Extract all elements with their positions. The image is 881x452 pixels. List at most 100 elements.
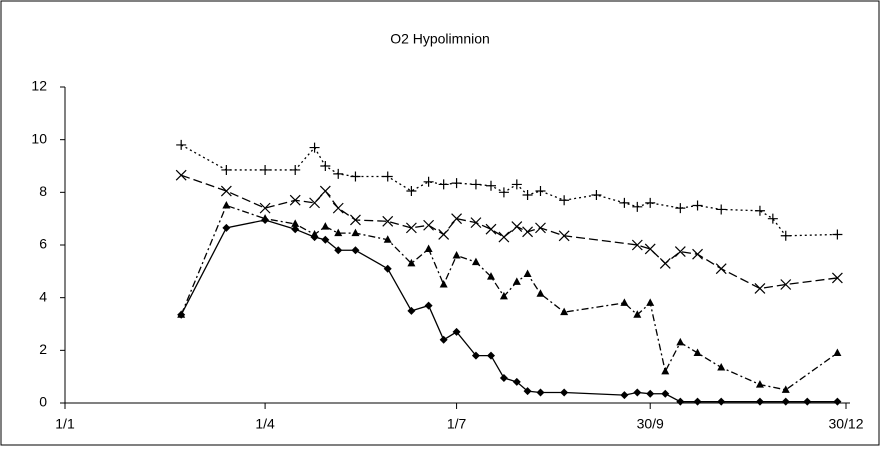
point (661, 389, 670, 398)
y-tick-label: 2 (39, 341, 47, 357)
point (833, 348, 842, 356)
point (452, 251, 461, 259)
point (309, 197, 321, 209)
point (633, 388, 642, 397)
point (439, 335, 448, 344)
point (717, 397, 726, 406)
point (407, 258, 416, 267)
point (423, 219, 435, 231)
x-tick-label: 30/12 (828, 416, 863, 432)
point (260, 164, 271, 175)
point (487, 272, 495, 280)
point (485, 223, 497, 235)
point (523, 387, 532, 396)
point (535, 222, 546, 234)
point (333, 168, 344, 179)
point (451, 213, 463, 225)
point (591, 189, 602, 200)
point (833, 397, 842, 406)
point (451, 178, 462, 189)
point (645, 197, 656, 208)
point (755, 380, 764, 388)
point (693, 348, 702, 356)
point (309, 142, 320, 153)
point (803, 397, 812, 406)
point (222, 201, 231, 209)
point (511, 221, 523, 232)
point (754, 283, 766, 294)
y-tick-label: 8 (39, 183, 47, 199)
point (291, 225, 300, 234)
point (177, 310, 186, 318)
point (289, 194, 301, 206)
point (291, 219, 300, 227)
point (319, 185, 331, 197)
point (558, 230, 570, 242)
chart-title: O2 Hypolimnion (390, 31, 490, 47)
point (754, 205, 765, 216)
point (405, 222, 417, 234)
point (406, 186, 417, 197)
point (511, 179, 522, 190)
x-tick-label: 30/9 (637, 416, 664, 432)
point (675, 203, 686, 214)
point (498, 231, 510, 243)
point (620, 391, 629, 400)
x-tick-label: 1/1 (55, 416, 75, 432)
point (659, 258, 671, 269)
point (499, 291, 508, 300)
point (471, 257, 480, 266)
point (693, 397, 702, 406)
point (383, 235, 392, 243)
point (222, 223, 231, 232)
point (310, 229, 319, 238)
point (560, 307, 569, 316)
point (486, 180, 496, 191)
point (452, 327, 461, 336)
point (644, 243, 656, 255)
y-tick-label: 4 (39, 288, 47, 304)
point (512, 277, 521, 285)
y-tick-label: 6 (39, 236, 47, 252)
point (619, 197, 630, 208)
point (259, 202, 271, 214)
point (220, 185, 232, 197)
point (620, 298, 629, 306)
point (382, 171, 393, 182)
point (350, 171, 361, 182)
y-tick-label: 12 (31, 78, 47, 94)
point (290, 164, 301, 175)
point (633, 310, 642, 318)
point (423, 176, 434, 187)
point (536, 388, 545, 397)
point (692, 200, 703, 211)
point (424, 301, 433, 310)
point (332, 202, 344, 214)
point (780, 230, 791, 241)
point (522, 226, 534, 238)
point (499, 373, 508, 382)
point (661, 366, 670, 375)
point (523, 269, 532, 277)
point (522, 189, 533, 200)
point (646, 389, 655, 398)
point (487, 351, 495, 360)
point (439, 280, 448, 288)
point (716, 204, 727, 215)
point (261, 214, 270, 222)
y-tick-label: 10 (31, 130, 47, 146)
point (781, 397, 790, 406)
point (674, 246, 686, 258)
point (383, 264, 392, 273)
point (471, 351, 480, 360)
point (559, 195, 570, 206)
point (407, 306, 416, 315)
point (334, 246, 343, 255)
point (781, 385, 790, 393)
point (715, 263, 727, 275)
x-tick-label: 1/7 (447, 416, 467, 432)
point (832, 229, 843, 240)
point (512, 377, 521, 386)
point (470, 179, 481, 190)
point (334, 228, 343, 237)
